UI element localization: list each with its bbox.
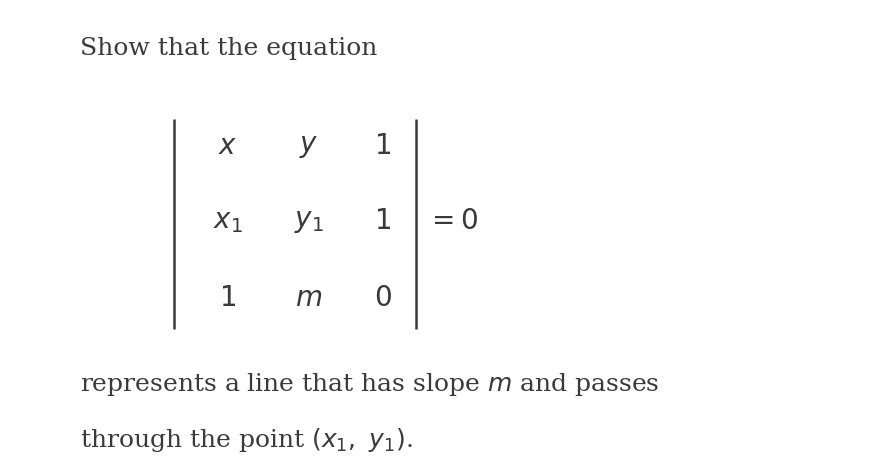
- Text: through the point $(x_1,\ y_1)$.: through the point $(x_1,\ y_1)$.: [80, 426, 413, 454]
- Text: $0$: $0$: [374, 285, 392, 312]
- Text: $1$: $1$: [374, 133, 392, 160]
- Text: $y_1$: $y_1$: [293, 208, 324, 235]
- Text: $1$: $1$: [219, 285, 237, 312]
- Text: Show that the equation: Show that the equation: [80, 37, 378, 61]
- Text: represents a line that has slope $m$ and passes: represents a line that has slope $m$ and…: [80, 371, 660, 398]
- Text: $1$: $1$: [374, 208, 392, 235]
- Text: $y$: $y$: [299, 133, 318, 160]
- Text: $= 0$: $= 0$: [426, 208, 478, 235]
- Text: $m$: $m$: [295, 285, 322, 312]
- Text: $x_1$: $x_1$: [213, 208, 243, 235]
- Text: $x$: $x$: [218, 133, 238, 160]
